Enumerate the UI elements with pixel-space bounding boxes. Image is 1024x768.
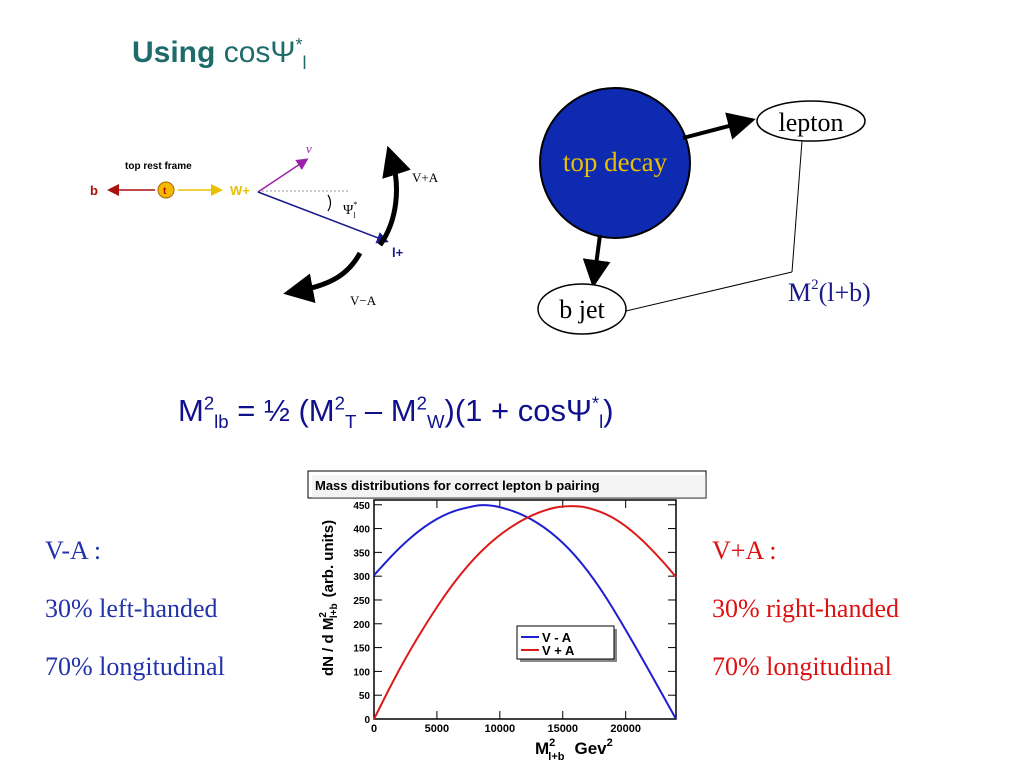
va-minus-longitudinal: 70% longitudinal xyxy=(45,652,225,681)
y-axis-label: dN / d M2l+b(arb. units) xyxy=(318,520,340,676)
lepton-label: lepton xyxy=(779,108,844,137)
label-va-plus: V+A xyxy=(412,170,439,185)
caption-top-rest-frame: top rest frame xyxy=(125,161,192,172)
va-minus-left-handed: 30% left-handed xyxy=(45,594,218,623)
series-line-v-plus-a xyxy=(373,505,677,720)
title-bold: Using xyxy=(132,36,216,69)
chart-title-box xyxy=(307,470,707,499)
y-tick-label: 450 xyxy=(353,501,370,512)
rest-frame-diagram: top rest frame b t W+ ν l+ Ψ* l V+A V−A xyxy=(90,141,439,308)
y-tick-label: 150 xyxy=(353,644,370,655)
va-plus-longitudinal: 70% longitudinal xyxy=(712,652,892,681)
angle-arc xyxy=(327,194,332,212)
y-tick-label: 100 xyxy=(353,667,370,678)
legend-box xyxy=(516,625,615,660)
x-tick-label: 5000 xyxy=(425,723,449,735)
neutrino-arrow xyxy=(257,158,309,193)
x-tick-label: 20000 xyxy=(610,723,641,735)
va-minus-notes: V-A : 30% left-handed 70% longitudinal xyxy=(45,522,225,696)
va-plus-notes: V+A : 30% right-handed 70% longitudinal xyxy=(712,522,899,696)
plot-frame xyxy=(373,499,677,720)
va-minus-heading: V-A : xyxy=(45,536,102,565)
va-minus-arrow xyxy=(283,251,363,303)
title-symbol: cosΨ*l xyxy=(223,35,307,73)
label-va-minus: V−A xyxy=(350,293,377,308)
top-decay-blob xyxy=(539,87,691,239)
bjet-arrow-thick xyxy=(582,234,611,288)
bjet-label: b jet xyxy=(559,295,605,324)
lepton-arrow-thick xyxy=(682,112,756,140)
lepton-to-mass-line xyxy=(791,140,803,273)
mass-label: M2(l+b) xyxy=(788,277,871,307)
y-tick-label: 400 xyxy=(353,525,370,536)
series-line-v-minus-a xyxy=(373,504,677,720)
chart-title: Mass distributions for correct lepton b … xyxy=(315,478,600,493)
y-tick-label: 250 xyxy=(353,596,370,607)
label-psi: Ψ* l xyxy=(343,200,357,220)
y-tick-label: 200 xyxy=(353,620,370,631)
legend-label: V - A xyxy=(542,630,572,645)
top-quark-icon xyxy=(157,181,175,199)
decay-diagram: top decay lepton b jet M2(l+b) xyxy=(537,87,871,335)
label-nu: ν xyxy=(306,141,312,156)
top-decay-label: top decay xyxy=(563,147,668,177)
bjet-ellipse xyxy=(537,283,627,335)
x-tick-label: 15000 xyxy=(547,723,578,735)
va-plus-arrow xyxy=(377,145,411,247)
x-tick-label: 10000 xyxy=(485,723,516,735)
mass-formula: M2lb = ½ (M2T – M2W)(1 + cosΨ*l) xyxy=(178,392,614,433)
bjet-to-mass-line xyxy=(625,271,793,312)
y-tick-label: 50 xyxy=(359,691,371,702)
label-t: t xyxy=(163,186,167,197)
va-plus-heading: V+A : xyxy=(712,536,777,565)
y-tick-label: 300 xyxy=(353,572,370,583)
y-tick-label: 0 xyxy=(364,715,370,726)
lepton-ellipse xyxy=(756,100,866,142)
label-b: b xyxy=(90,183,98,198)
legend-label: V + A xyxy=(542,643,575,658)
y-tick-label: 350 xyxy=(353,548,370,559)
lepton-arrow xyxy=(257,191,389,244)
slide-title: Using cosΨ*l xyxy=(132,35,307,73)
x-axis-label: M2 l+b Gev2 xyxy=(535,737,613,763)
va-plus-right-handed: 30% right-handed xyxy=(712,594,900,623)
label-lepton: l+ xyxy=(392,245,404,260)
label-w: W+ xyxy=(230,183,250,198)
x-tick-label: 0 xyxy=(371,723,377,735)
svg-text:dN / d M2l+b(arb. units): dN / d M2l+b(arb. units) xyxy=(318,520,340,676)
mass-distribution-chart: Mass distributions for correct lepton b … xyxy=(307,470,707,763)
